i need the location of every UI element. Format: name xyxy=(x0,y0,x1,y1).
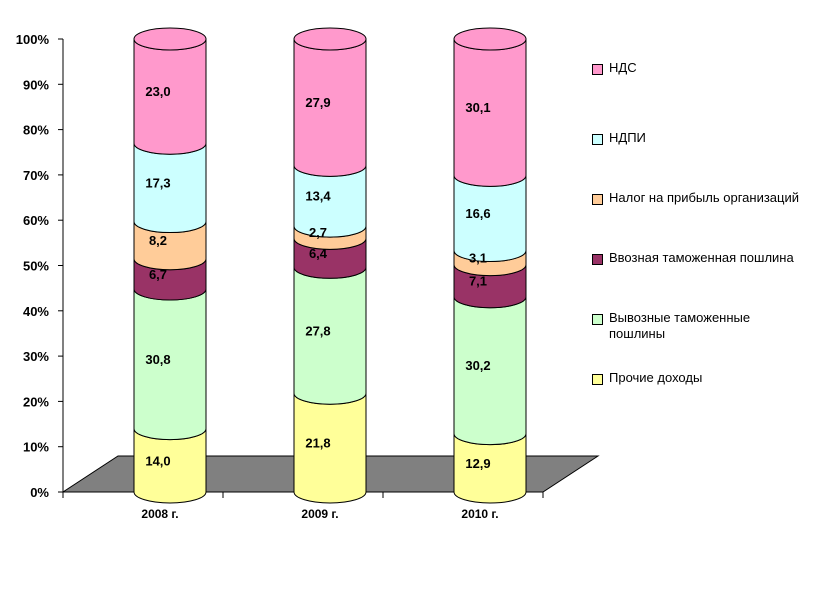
legend-label: Налог на прибыль организаций xyxy=(609,190,799,205)
data-label: 30,8 xyxy=(145,352,170,367)
legend-item: Вывозные таможенные пошлины xyxy=(592,310,799,342)
y-tick-label: 20% xyxy=(23,394,49,409)
bar-top-cap xyxy=(293,27,367,51)
data-label: 30,1 xyxy=(465,100,490,115)
data-label: 14,0 xyxy=(145,453,170,468)
y-tick-label: 60% xyxy=(23,213,49,228)
bar-top-cap xyxy=(453,27,527,51)
y-tick-label: 10% xyxy=(23,440,49,455)
x-tick-label: 2010 г. xyxy=(461,507,498,521)
y-tick-label: 90% xyxy=(23,77,49,92)
y-tick-label: 30% xyxy=(23,349,49,364)
bar-top-cap xyxy=(133,27,207,51)
data-label: 3,1 xyxy=(469,251,487,266)
legend-item: Налог на прибыль организаций xyxy=(592,190,799,206)
data-label: 27,8 xyxy=(305,323,330,338)
data-label: 27,9 xyxy=(305,95,330,110)
data-label: 6,4 xyxy=(309,246,328,261)
data-label: 12,9 xyxy=(465,456,490,471)
legend-item: НДПИ xyxy=(592,130,799,146)
legend-item: Прочие доходы xyxy=(592,370,799,386)
data-label: 17,3 xyxy=(145,175,170,190)
data-label: 21,8 xyxy=(305,436,330,451)
legend-swatch xyxy=(592,194,603,205)
legend-item: НДС xyxy=(592,60,799,76)
y-tick-label: 70% xyxy=(23,168,49,183)
y-tick-label: 50% xyxy=(23,259,49,274)
y-tick-label: 100% xyxy=(16,32,50,47)
data-label: 23,0 xyxy=(145,84,170,99)
legend-label: НДС xyxy=(609,60,637,75)
data-label: 6,7 xyxy=(149,267,167,282)
data-label: 16,6 xyxy=(465,206,490,221)
data-label: 2,7 xyxy=(309,225,327,240)
legend-swatch xyxy=(592,314,603,325)
data-label: 13,4 xyxy=(305,189,331,204)
legend-label: Прочие доходы xyxy=(609,370,703,385)
legend-item: Ввозная таможенная пошлина xyxy=(592,250,799,266)
legend-swatch xyxy=(592,254,603,265)
legend-swatch xyxy=(592,134,603,145)
y-tick-label: 40% xyxy=(23,304,49,319)
legend-swatch xyxy=(592,374,603,385)
data-label: 30,2 xyxy=(465,358,490,373)
data-label: 7,1 xyxy=(469,274,487,289)
x-tick-label: 2009 г. xyxy=(301,507,338,521)
y-tick-label: 0% xyxy=(30,485,49,500)
y-tick-label: 80% xyxy=(23,123,49,138)
data-label: 8,2 xyxy=(149,233,167,248)
legend-label: НДПИ xyxy=(609,130,646,145)
legend-label: Вывозные таможенные пошлины xyxy=(609,310,751,341)
x-tick-label: 2008 г. xyxy=(141,507,178,521)
legend-label: Ввозная таможенная пошлина xyxy=(609,250,794,265)
legend-swatch xyxy=(592,64,603,75)
